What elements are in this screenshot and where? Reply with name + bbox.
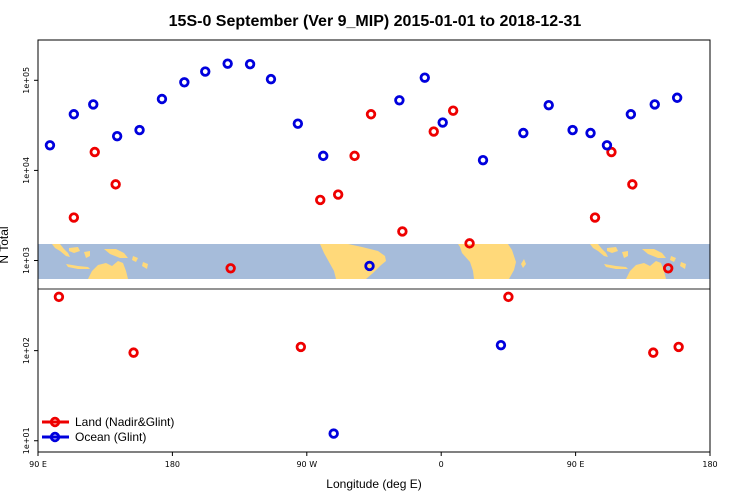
ocean-point: [265, 73, 277, 85]
ocean-point: [419, 72, 430, 83]
land-point: [349, 150, 360, 162]
y-tick-label: 1e+02: [22, 337, 31, 364]
map-strip: [38, 244, 710, 290]
land-point: [648, 347, 659, 358]
land-point: [428, 126, 439, 137]
chart-title: 15S-0 September (Ver 9_MIP) 2015-01-01 t…: [169, 13, 582, 30]
land-point: [673, 341, 684, 353]
ocean-point: [111, 130, 123, 142]
legend-ocean-label: Ocean (Glint): [75, 430, 146, 444]
land-point: [397, 226, 408, 237]
legend-land-label: Land (Nadir&Glint): [75, 415, 174, 429]
ocean-point: [292, 118, 304, 129]
land-point: [89, 146, 100, 158]
ocean-point: [364, 260, 375, 272]
land-point: [225, 263, 236, 274]
x-axis-label: Longitude (deg E): [326, 477, 421, 491]
ocean-point: [68, 109, 80, 120]
land-point: [110, 179, 121, 190]
ocean-point: [134, 124, 145, 136]
ocean-point: [495, 339, 507, 351]
ocean-point: [88, 99, 99, 110]
land-point: [53, 291, 65, 303]
ocean-point: [567, 124, 578, 136]
plot-frame: [37, 39, 711, 453]
land-point: [589, 212, 601, 223]
land-point: [627, 179, 638, 190]
ocean-point: [649, 99, 660, 110]
land-point: [662, 263, 674, 274]
land-point: [295, 341, 307, 353]
x-axis: 90 E 180 90 W 0 90 E 180: [29, 452, 718, 469]
x-tick-label: 90 E: [567, 460, 585, 469]
ocean-point: [318, 150, 329, 162]
land-point: [606, 146, 617, 158]
land-point: [68, 212, 80, 223]
ocean-point: [200, 66, 211, 77]
x-tick-label: 180: [702, 460, 717, 469]
y-tick-label: 1e+05: [22, 67, 31, 94]
ocean-point: [179, 77, 190, 88]
y-tick-label: 1e+04: [22, 157, 31, 184]
ocean-point: [44, 140, 56, 151]
y-axis-label: N Total: [0, 226, 11, 263]
ocean-point: [518, 127, 529, 139]
ocean-point: [477, 154, 489, 166]
series-land: [53, 105, 684, 358]
ocean-point: [585, 127, 596, 139]
ocean-point: [222, 58, 233, 69]
legend-ocean-marker: [49, 431, 61, 443]
ocean-point: [156, 93, 168, 105]
land-point: [464, 238, 475, 249]
ocean-point: [437, 117, 448, 128]
y-axis: 1e+01 1e+02 1e+03 1e+04 1e+05: [22, 67, 38, 454]
ocean-point: [601, 140, 613, 151]
ocean-point: [671, 92, 683, 103]
ocean-point: [328, 428, 339, 439]
ocean-point: [625, 109, 637, 120]
land-point: [332, 189, 344, 200]
y-tick-label: 1e+03: [22, 247, 31, 274]
x-tick-label: 90 W: [296, 460, 317, 469]
x-tick-label: 90 E: [29, 460, 47, 469]
ocean-point: [244, 58, 256, 70]
land-point: [365, 109, 377, 120]
data-points: [44, 58, 684, 439]
map-landmasses: [52, 244, 686, 279]
series-ocean: [44, 58, 683, 439]
land-point: [128, 347, 139, 358]
x-tick-label: 0: [439, 460, 444, 469]
land-point: [447, 105, 459, 116]
y-tick-label: 1e+01: [22, 427, 31, 454]
ocean-point: [394, 95, 405, 106]
legend-land-marker: [49, 416, 61, 428]
ocean-point: [543, 99, 554, 111]
legend: Land (Nadir&Glint) Ocean (Glint): [42, 415, 174, 444]
x-tick-label: 180: [165, 460, 180, 469]
land-point: [315, 194, 326, 206]
land-point: [503, 291, 514, 303]
